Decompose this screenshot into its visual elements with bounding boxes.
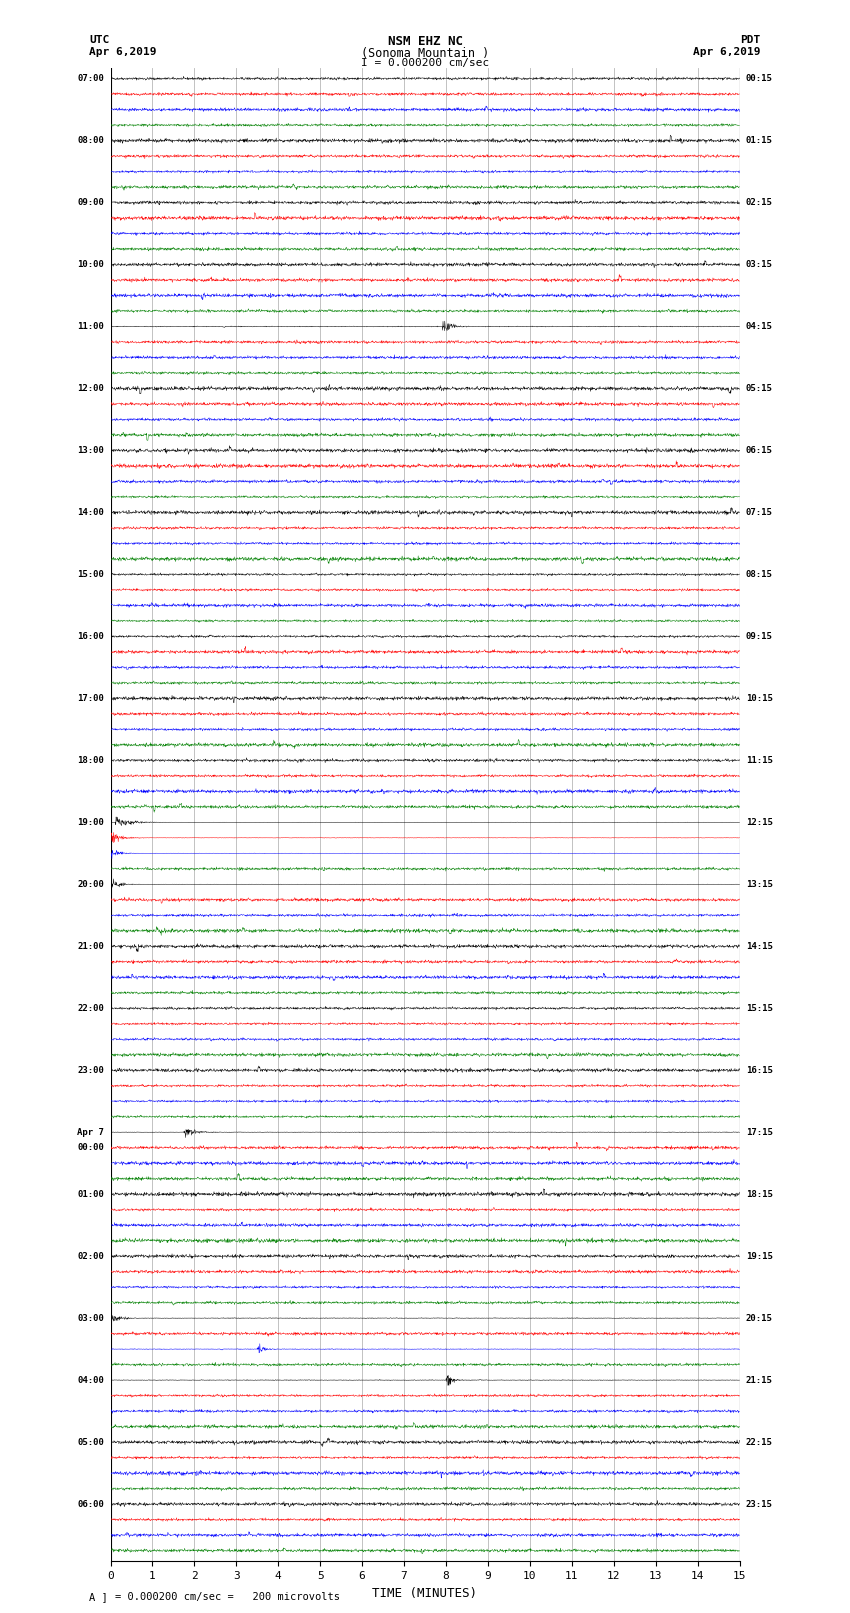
Text: 15:00: 15:00 — [77, 569, 105, 579]
Text: 03:15: 03:15 — [745, 260, 773, 269]
Text: (Sonoma Mountain ): (Sonoma Mountain ) — [361, 47, 489, 60]
Text: 02:15: 02:15 — [745, 198, 773, 206]
X-axis label: TIME (MINUTES): TIME (MINUTES) — [372, 1587, 478, 1600]
Text: 15:15: 15:15 — [745, 1003, 773, 1013]
Text: NSM EHZ NC: NSM EHZ NC — [388, 35, 462, 48]
Text: 05:00: 05:00 — [77, 1437, 105, 1447]
Text: 12:00: 12:00 — [77, 384, 105, 394]
Text: 16:15: 16:15 — [745, 1066, 773, 1074]
Text: 10:15: 10:15 — [745, 694, 773, 703]
Text: 13:00: 13:00 — [77, 445, 105, 455]
Text: 13:15: 13:15 — [745, 879, 773, 889]
Text: 07:15: 07:15 — [745, 508, 773, 516]
Text: 18:15: 18:15 — [745, 1190, 773, 1198]
Text: Apr 7: Apr 7 — [77, 1127, 105, 1137]
Text: I = 0.000200 cm/sec: I = 0.000200 cm/sec — [361, 58, 489, 68]
Text: PDT: PDT — [740, 35, 761, 45]
Text: 08:15: 08:15 — [745, 569, 773, 579]
Text: 14:00: 14:00 — [77, 508, 105, 516]
Text: 09:15: 09:15 — [745, 632, 773, 640]
Text: 11:00: 11:00 — [77, 323, 105, 331]
Text: = 0.000200 cm/sec =   200 microvolts: = 0.000200 cm/sec = 200 microvolts — [115, 1592, 340, 1602]
Text: 03:00: 03:00 — [77, 1313, 105, 1323]
Text: 05:15: 05:15 — [745, 384, 773, 394]
Text: 09:00: 09:00 — [77, 198, 105, 206]
Text: 07:00: 07:00 — [77, 74, 105, 84]
Text: 16:00: 16:00 — [77, 632, 105, 640]
Text: 22:15: 22:15 — [745, 1437, 773, 1447]
Text: 11:15: 11:15 — [745, 756, 773, 765]
Text: 12:15: 12:15 — [745, 818, 773, 827]
Text: Apr 6,2019: Apr 6,2019 — [694, 47, 761, 56]
Text: UTC: UTC — [89, 35, 110, 45]
Text: 23:00: 23:00 — [77, 1066, 105, 1074]
Text: 01:15: 01:15 — [745, 135, 773, 145]
Text: 04:00: 04:00 — [77, 1376, 105, 1384]
Text: 02:00: 02:00 — [77, 1252, 105, 1261]
Text: 20:00: 20:00 — [77, 879, 105, 889]
Text: 00:00: 00:00 — [77, 1144, 105, 1152]
Text: 00:15: 00:15 — [745, 74, 773, 84]
Text: 14:15: 14:15 — [745, 942, 773, 950]
Text: 21:00: 21:00 — [77, 942, 105, 950]
Text: Apr 6,2019: Apr 6,2019 — [89, 47, 156, 56]
Text: 23:15: 23:15 — [745, 1500, 773, 1508]
Text: 06:00: 06:00 — [77, 1500, 105, 1508]
Text: 06:15: 06:15 — [745, 445, 773, 455]
Text: 22:00: 22:00 — [77, 1003, 105, 1013]
Text: 21:15: 21:15 — [745, 1376, 773, 1384]
Text: 18:00: 18:00 — [77, 756, 105, 765]
Text: 01:00: 01:00 — [77, 1190, 105, 1198]
Text: 20:15: 20:15 — [745, 1313, 773, 1323]
Text: 08:00: 08:00 — [77, 135, 105, 145]
Text: A ]: A ] — [89, 1592, 108, 1602]
Text: 10:00: 10:00 — [77, 260, 105, 269]
Text: 19:00: 19:00 — [77, 818, 105, 827]
Text: 17:00: 17:00 — [77, 694, 105, 703]
Text: 19:15: 19:15 — [745, 1252, 773, 1261]
Text: 17:15: 17:15 — [745, 1127, 773, 1137]
Text: 04:15: 04:15 — [745, 323, 773, 331]
